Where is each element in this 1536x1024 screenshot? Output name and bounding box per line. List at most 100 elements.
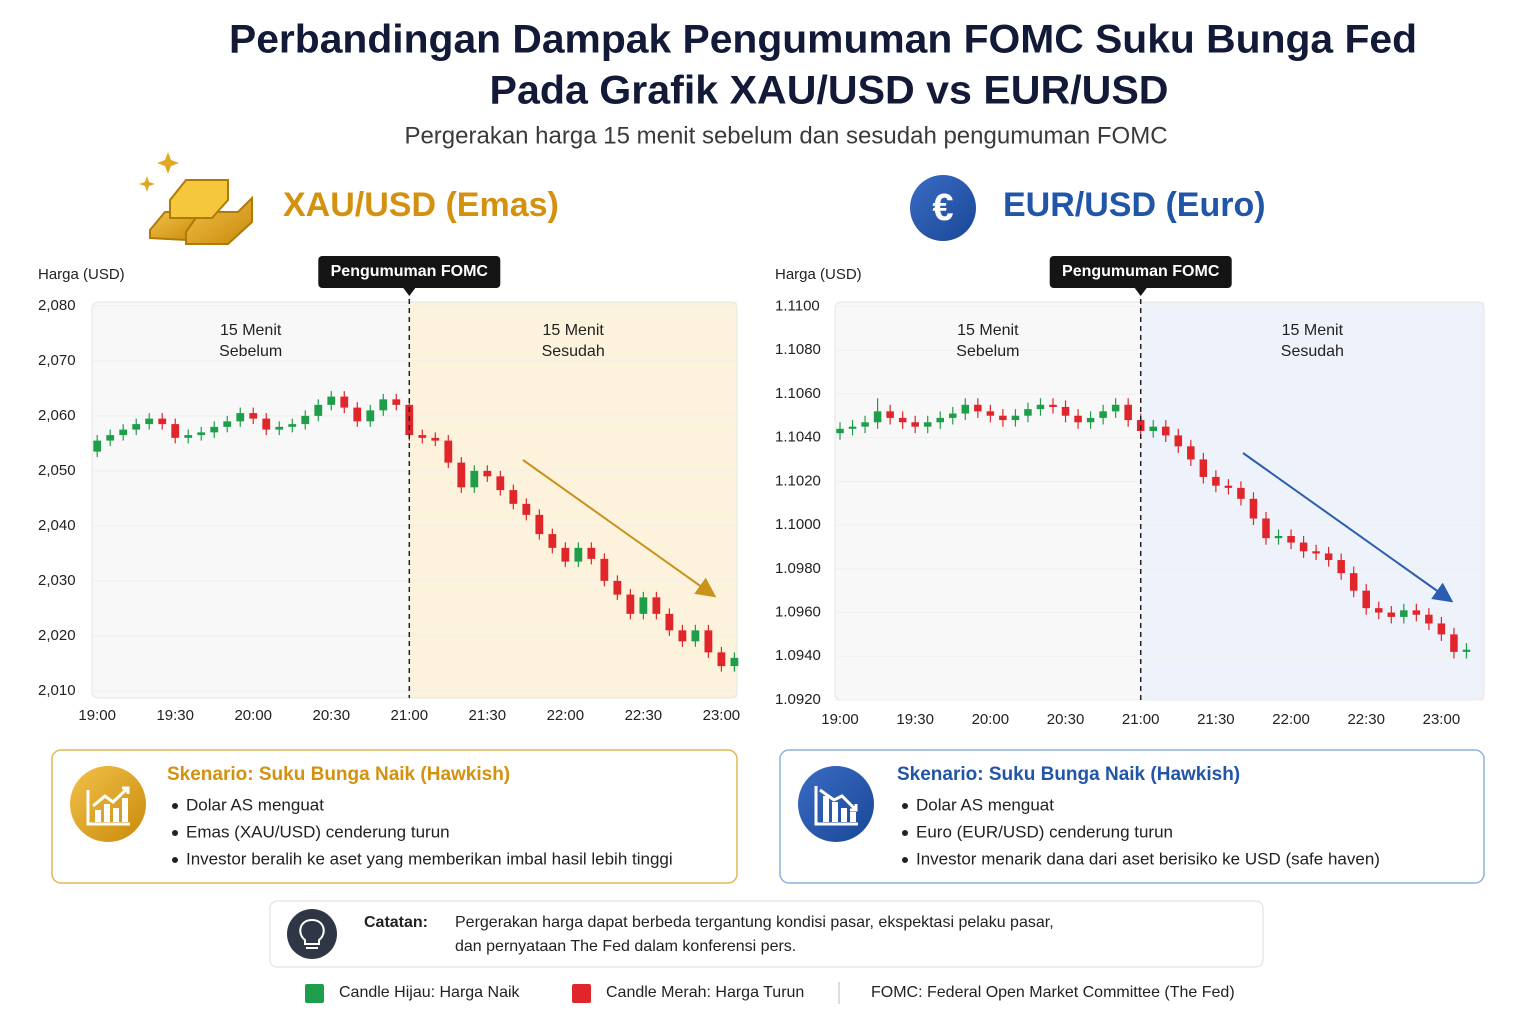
candle-body bbox=[1199, 459, 1208, 477]
x-tick-label: 21:30 bbox=[1197, 711, 1235, 728]
x-tick-label: 23:00 bbox=[703, 707, 741, 724]
candle-body bbox=[353, 407, 362, 422]
candle-body bbox=[986, 411, 995, 416]
candlestick-chart: Harga (USD) 1.0920 1.0940 1.0960 1.0980 1.100… bbox=[775, 256, 1485, 728]
x-tick-label: 22:00 bbox=[1272, 711, 1310, 728]
region-label: Sesudah bbox=[542, 343, 605, 360]
region-label: Sebelum bbox=[956, 343, 1019, 360]
region-label: Sebelum bbox=[219, 343, 282, 360]
candle-body bbox=[665, 613, 674, 631]
candle-body bbox=[1049, 404, 1057, 407]
candle-body bbox=[1212, 476, 1220, 486]
candle-body bbox=[340, 396, 349, 408]
event-label: Pengumuman FOMC bbox=[1062, 263, 1220, 280]
candle-body bbox=[483, 470, 492, 477]
candle-body bbox=[223, 421, 232, 427]
candle-body bbox=[836, 428, 844, 434]
y-axis-label: Harga (USD) bbox=[775, 266, 862, 283]
y-tick-label: 2,040 bbox=[38, 517, 76, 534]
y-tick-label: 2,080 bbox=[38, 297, 76, 314]
candle-body bbox=[535, 514, 544, 535]
candle-body bbox=[1337, 560, 1345, 574]
candle-body bbox=[652, 597, 661, 614]
candle-body bbox=[1011, 415, 1020, 421]
y-tick-label: 2,050 bbox=[38, 462, 76, 479]
candle-body bbox=[898, 417, 907, 423]
y-tick-label: 1.1080 bbox=[775, 341, 821, 358]
bullet-text: Investor beralih ke aset yang memberikan… bbox=[186, 849, 673, 868]
candle-body bbox=[145, 418, 154, 425]
y-tick-label: 1.1100 bbox=[775, 297, 820, 314]
candle-body bbox=[1162, 426, 1170, 436]
bullet-text: Dolar AS menguat bbox=[916, 795, 1054, 814]
candle-body bbox=[1024, 409, 1032, 416]
note-text: Pergerakan harga dapat berbeda tergantun… bbox=[455, 914, 1054, 931]
y-tick-label: 2,060 bbox=[38, 407, 76, 424]
candle-body bbox=[999, 415, 1007, 421]
candle-body bbox=[1362, 590, 1370, 609]
candle-body bbox=[93, 440, 102, 452]
candle-body bbox=[457, 462, 466, 488]
scenario-icon bbox=[798, 766, 874, 842]
candle-body bbox=[1412, 610, 1421, 615]
candle-body bbox=[1149, 426, 1157, 432]
x-tick-label: 19:30 bbox=[896, 711, 934, 728]
bullet-dot bbox=[902, 830, 908, 836]
bullet-text: Euro (EUR/USD) cenderung turun bbox=[916, 822, 1173, 841]
svg-text:€: € bbox=[932, 187, 953, 229]
bullet-text: Emas (XAU/USD) cenderung turun bbox=[186, 822, 450, 841]
candle-body bbox=[911, 422, 919, 427]
bullet-dot bbox=[902, 803, 908, 809]
y-tick-label: 2,010 bbox=[38, 682, 76, 699]
candlestick-chart: Harga (USD) 2,010 2,020 2,030 2,040 2,050 2,06… bbox=[38, 256, 740, 724]
x-tick-label: 21:00 bbox=[391, 707, 429, 724]
candle-body bbox=[1099, 411, 1107, 418]
y-tick-label: 1.0920 bbox=[775, 691, 821, 708]
candle-body bbox=[236, 413, 245, 422]
x-tick-label: 20:30 bbox=[1047, 711, 1085, 728]
candle-body bbox=[1224, 485, 1233, 488]
candle-body bbox=[249, 413, 258, 419]
event-label: Pengumuman FOMC bbox=[331, 263, 489, 280]
legend-label: Candle Merah: Harga Turun bbox=[606, 984, 804, 1001]
candle-body bbox=[1262, 518, 1270, 539]
candle-body bbox=[704, 630, 713, 653]
trend-arrow bbox=[1242, 452, 1454, 603]
event-label-box bbox=[1049, 256, 1232, 288]
candle-body bbox=[197, 432, 206, 436]
chart-title: XAU/USD (Emas) bbox=[283, 186, 559, 224]
x-tick-label: 19:30 bbox=[156, 707, 194, 724]
candle-body bbox=[861, 422, 869, 427]
candle-body bbox=[288, 424, 297, 427]
x-tick-label: 19:00 bbox=[78, 707, 116, 724]
candle-body bbox=[691, 630, 700, 642]
event-label-box bbox=[318, 256, 501, 288]
candle-body bbox=[1312, 551, 1320, 554]
legend-swatch bbox=[305, 984, 324, 1003]
candle-body bbox=[1437, 623, 1446, 635]
y-tick-label: 2,020 bbox=[38, 627, 76, 644]
candle-body bbox=[639, 597, 648, 614]
candle-body bbox=[1074, 415, 1082, 423]
candle-body bbox=[470, 470, 479, 488]
gold-icon bbox=[139, 152, 253, 245]
x-tick-label: 22:30 bbox=[625, 707, 663, 724]
candle-body bbox=[1086, 417, 1095, 423]
candle-body bbox=[119, 429, 128, 436]
bullet-dot bbox=[172, 803, 178, 809]
y-tick-label: 1.1020 bbox=[775, 472, 821, 489]
candle-body bbox=[574, 547, 583, 562]
candle-body bbox=[1425, 614, 1433, 624]
candle-body bbox=[1061, 406, 1070, 416]
title-line: Pada Grafik XAU/USD vs EUR/USD bbox=[490, 69, 1169, 113]
euro-icon: € bbox=[910, 175, 976, 241]
footnote: FOMC: Federal Open Market Committee (The… bbox=[871, 984, 1235, 1001]
candle-body bbox=[1124, 404, 1132, 421]
title-line: Perbandingan Dampak Pengumuman FOMC Suku… bbox=[229, 18, 1417, 62]
y-tick-label: 1.0960 bbox=[775, 603, 821, 620]
candle-body bbox=[1237, 487, 1245, 499]
candle-body bbox=[730, 657, 739, 667]
y-tick-label: 2,070 bbox=[38, 352, 76, 369]
candle-body bbox=[171, 424, 180, 438]
bullet-text: Dolar AS menguat bbox=[186, 795, 324, 814]
